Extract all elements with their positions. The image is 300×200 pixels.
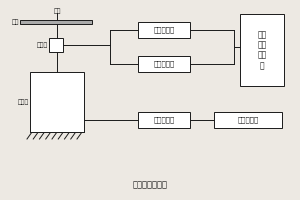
Text: 重力: 重力 [53, 8, 61, 14]
Text: 动态
信号
分析
仪: 动态 信号 分析 仪 [257, 30, 267, 70]
Bar [214, 112, 282, 128]
Bar [30, 72, 84, 132]
Bar [138, 56, 190, 72]
Bar [20, 20, 92, 24]
Bar [49, 38, 63, 52]
Text: 测试试验装置图: 测试试验装置图 [133, 180, 167, 190]
Bar [138, 22, 190, 38]
Text: 电荷放大器: 电荷放大器 [153, 27, 175, 33]
Text: 阻抗头: 阻抗头 [37, 42, 48, 48]
Text: 电荷放大器: 电荷放大器 [153, 61, 175, 67]
Text: 信号放生器: 信号放生器 [237, 117, 259, 123]
Text: 功率放大器: 功率放大器 [153, 117, 175, 123]
Bar [138, 112, 190, 128]
Text: 夹具: 夹具 [11, 19, 19, 25]
Bar [240, 14, 284, 86]
Text: 激振器: 激振器 [18, 99, 29, 105]
